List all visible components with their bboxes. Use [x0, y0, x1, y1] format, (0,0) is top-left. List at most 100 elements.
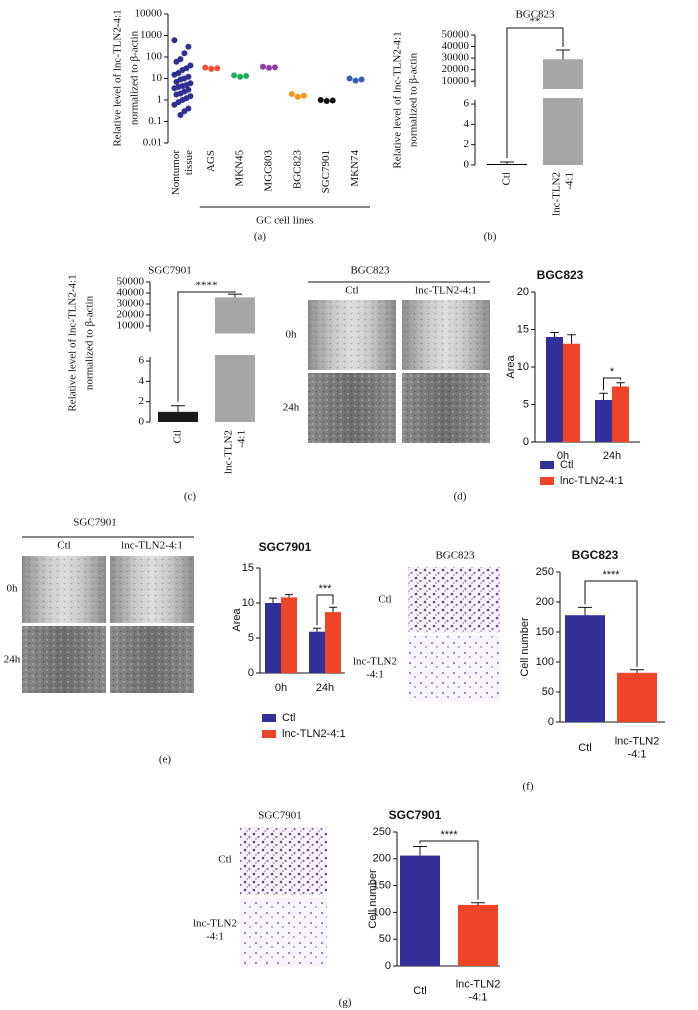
micrograph-texture — [308, 373, 396, 443]
significance-label: **** — [440, 829, 458, 841]
error-bar — [599, 392, 608, 400]
y-tick-label: 30000 — [117, 298, 145, 310]
y-axis-label: normalized to β-actin — [84, 295, 96, 390]
y-axis-label: Relative level of lnc-TLN2-4:1 — [392, 31, 404, 168]
axis-break — [476, 89, 601, 98]
data-point — [185, 43, 192, 50]
error-bar — [313, 627, 321, 632]
y-tick-label: 6 — [139, 355, 145, 367]
bar — [563, 343, 580, 442]
image-title: SGC7901 — [258, 810, 301, 822]
y-tick-label: 50000 — [117, 276, 145, 288]
bar — [543, 59, 583, 166]
data-point — [173, 58, 180, 65]
bar — [617, 672, 657, 722]
significance-bracket — [584, 580, 638, 667]
panel-label: (f) — [523, 781, 534, 793]
y-tick-label: 5 — [248, 632, 254, 644]
y-tick-label: 1 — [157, 94, 163, 106]
legend-label: lnc-TLN2-4:1 — [282, 728, 346, 740]
x-tick-label: BGC823 — [291, 150, 303, 190]
bar — [487, 163, 527, 165]
micrograph-texture — [408, 635, 500, 701]
data-point — [358, 76, 365, 83]
y-tick-label: 250 — [536, 566, 554, 578]
text-line: -4:1 — [235, 430, 247, 448]
data-point — [173, 91, 180, 98]
y-tick-label: 6 — [464, 98, 470, 110]
micrograph-texture — [308, 300, 396, 370]
image-row-label: 24h — [283, 402, 300, 414]
x-tick-label: 0h — [275, 682, 287, 694]
chart-title: BGC823 — [515, 9, 555, 21]
y-axis-label: Area — [231, 608, 243, 632]
bar — [612, 386, 629, 442]
bar — [400, 855, 440, 966]
y-tick-label: 10 — [151, 72, 163, 84]
x-tick-label: 24h — [316, 682, 334, 694]
x-tick-label: Ctl — [172, 430, 184, 443]
data-point — [243, 73, 250, 80]
error-bar — [556, 49, 570, 60]
x-tick-label: AGS — [205, 150, 217, 172]
y-axis-label: Relative level of lnc-TLN2-4:1 — [112, 9, 124, 146]
data-point — [272, 64, 278, 71]
data-point — [171, 71, 178, 78]
y-tick-label: 50 — [379, 933, 391, 945]
micrograph-texture — [408, 567, 500, 633]
legend-swatch — [540, 461, 554, 469]
data-point — [317, 97, 324, 103]
data-point — [237, 73, 244, 80]
y-tick-label: 50 — [542, 686, 554, 698]
y-tick-label: 1000 — [140, 29, 163, 41]
micrograph-texture — [402, 300, 490, 370]
y-axis-label: normalized to β-actin — [129, 30, 141, 125]
image-column-label: Ctl — [345, 285, 358, 297]
y-tick-label: 0 — [523, 436, 529, 448]
data-point — [260, 63, 266, 70]
bar — [215, 297, 255, 422]
data-point — [346, 75, 353, 82]
y-tick-label: 0 — [464, 159, 470, 171]
y-tick-label: 0.01 — [143, 137, 162, 149]
group-label: GC cell lines — [256, 215, 313, 227]
significance-bracket — [506, 27, 564, 158]
significance-label: ** — [530, 16, 541, 28]
x-tick-label: Ctl — [578, 742, 591, 754]
data-point — [294, 93, 301, 100]
text-line: -4:1 — [366, 668, 384, 680]
text-line: lnc-TLN2 — [456, 978, 501, 990]
image-title: SGC7901 — [73, 517, 116, 529]
data-point — [173, 78, 180, 85]
text-line: lnc-TLN2 — [222, 430, 234, 474]
panel-label: (g) — [339, 997, 352, 1009]
bar — [546, 337, 563, 442]
error-bar — [567, 334, 576, 344]
axis-break — [151, 333, 263, 355]
significance-label: * — [610, 366, 615, 378]
data-point — [171, 85, 178, 92]
panel-label: (b) — [484, 231, 497, 243]
y-tick-label: 2 — [464, 138, 470, 150]
text-line: lnc-TLN2 — [550, 172, 562, 216]
significance-bracket — [603, 377, 621, 391]
bar — [325, 612, 341, 673]
significance-bracket — [419, 840, 479, 900]
significance-label: **** — [602, 569, 620, 581]
data-point — [208, 65, 215, 72]
data-point — [323, 97, 330, 104]
micrograph-texture — [240, 827, 327, 895]
y-tick-label: 0.1 — [148, 115, 162, 127]
data-point — [171, 101, 178, 108]
y-tick-label: 20000 — [442, 63, 470, 75]
error-bar — [413, 845, 427, 856]
x-tick-label: MKN45 — [234, 150, 246, 187]
data-point — [288, 91, 295, 98]
text-line: tissue — [183, 150, 195, 175]
y-tick-label: 40000 — [442, 40, 470, 52]
significance-label: **** — [196, 280, 218, 292]
y-tick-label: 0 — [139, 416, 145, 428]
image-row-label: 0h — [7, 583, 19, 595]
image-title: BGC823 — [435, 550, 475, 562]
